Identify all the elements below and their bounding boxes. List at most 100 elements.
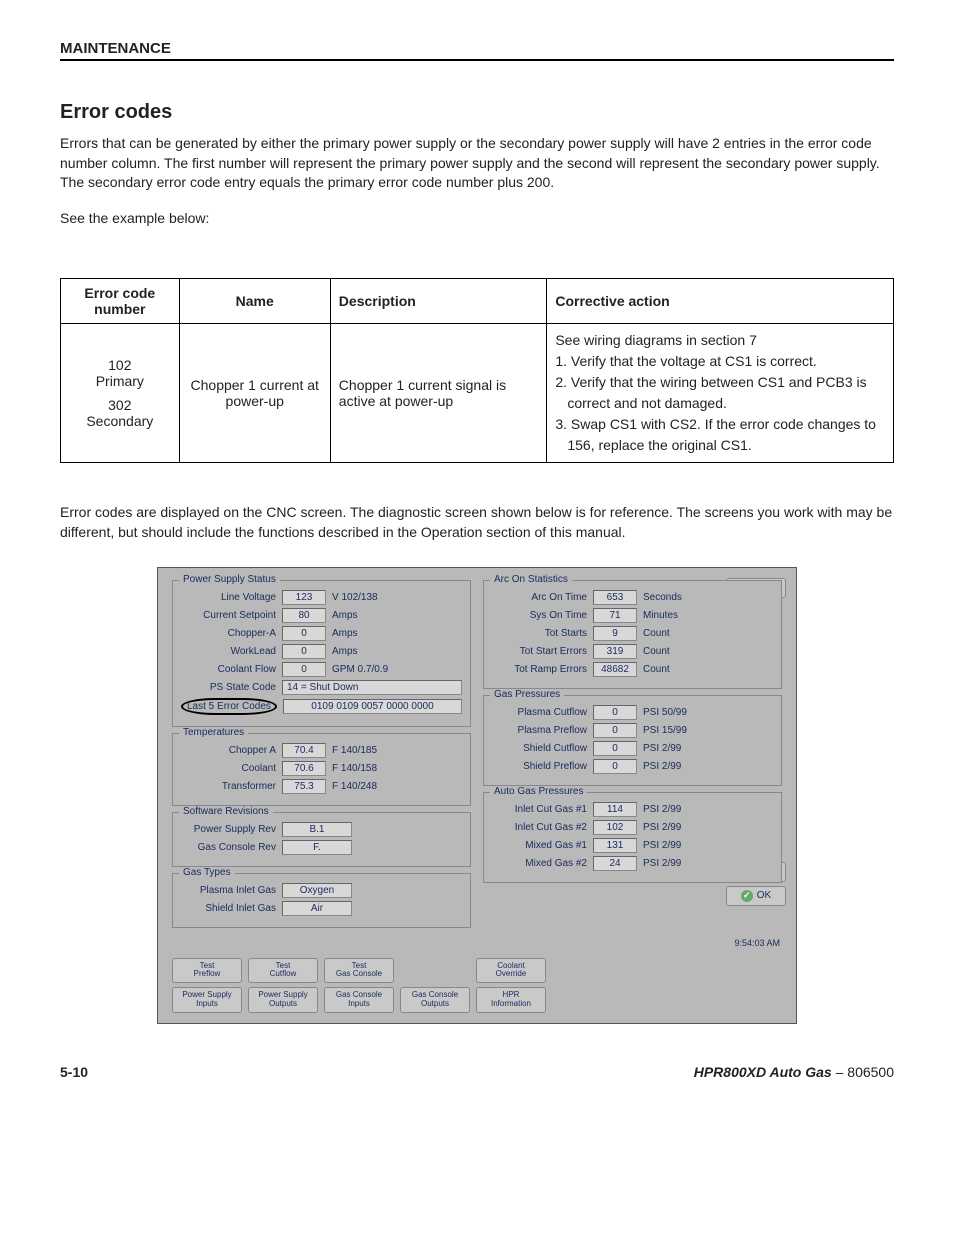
cell-corrective: See wiring diagrams in section 7 1. Veri… (547, 324, 894, 463)
field-row: Tot Start Errors319Count (492, 644, 773, 659)
field-value: 102 (593, 820, 637, 835)
field-label: Transformer (181, 781, 276, 792)
code-primary-label: Primary (69, 373, 171, 389)
bottom-button[interactable]: Power SupplyOutputs (248, 987, 318, 1013)
timestamp: 9:54:03 AM (172, 938, 780, 948)
fs-title-temps: Temperatures (179, 727, 248, 738)
bottom-button[interactable]: CoolantOverride (476, 958, 546, 984)
field-value: 24 (593, 856, 637, 871)
field-row: Arc On Time653Seconds (492, 590, 773, 605)
field-unit: GPM 0.7/0.9 (332, 664, 462, 675)
field-unit: F 140/248 (332, 781, 462, 792)
code-secondary-label: Secondary (69, 413, 171, 429)
last5-value: 0109 0109 0057 0000 0000 (283, 699, 462, 714)
bottom-button-bar: TestPreflowTestCutflowTestGas Console Coo… (172, 958, 782, 1013)
field-value: 0 (593, 723, 637, 738)
field-label: Inlet Cut Gas #1 (492, 804, 587, 815)
field-unit: V 102/138 (332, 592, 462, 603)
code-secondary: 302 (69, 397, 171, 413)
field-unit: Amps (332, 610, 462, 621)
field-label: Chopper-A (181, 628, 276, 639)
field-value: 48682 (593, 662, 637, 677)
field-label: Tot Ramp Errors (492, 664, 587, 675)
fieldset-arc: Arc On Statistics Arc On Time653SecondsS… (483, 580, 782, 689)
field-row: Shield Inlet GasAir (181, 901, 462, 916)
corrective-3: 3. Swap CS1 with CS2. If the error code … (555, 414, 885, 456)
field-unit: PSI 2/99 (643, 761, 773, 772)
bottom-button[interactable]: TestGas Console (324, 958, 394, 984)
field-unit: Minutes (643, 610, 773, 621)
field-row: Plasma Cutflow0PSI 50/99 (492, 705, 773, 720)
field-row: Gas Console RevF. (181, 840, 462, 855)
fieldset-agp: Auto Gas Pressures Inlet Cut Gas #1114PS… (483, 792, 782, 883)
field-label: Inlet Cut Gas #2 (492, 822, 587, 833)
field-unit: PSI 2/99 (643, 804, 773, 815)
fs-title-arc: Arc On Statistics (490, 574, 572, 585)
ok-button[interactable]: ✓ OK (726, 886, 786, 906)
fs-title-gastypes: Gas Types (179, 867, 235, 878)
field-value: 80 (282, 608, 326, 623)
bottom-button[interactable]: TestPreflow (172, 958, 242, 984)
field-label: Plasma Preflow (492, 725, 587, 736)
field-value: 319 (593, 644, 637, 659)
bottom-button[interactable]: TestCutflow (248, 958, 318, 984)
field-label: Plasma Cutflow (492, 707, 587, 718)
field-label: Coolant (181, 763, 276, 774)
fieldset-gasp: Gas Pressures Plasma Cutflow0PSI 50/99Pl… (483, 695, 782, 786)
field-value: 131 (593, 838, 637, 853)
field-label: Sys On Time (492, 610, 587, 621)
field-unit: F 140/185 (332, 745, 462, 756)
field-value: 114 (593, 802, 637, 817)
field-value: 0 (282, 626, 326, 641)
field-value: 71 (593, 608, 637, 623)
field-label: Mixed Gas #1 (492, 840, 587, 851)
field-label: WorkLead (181, 646, 276, 657)
field-label: Chopper A (181, 745, 276, 756)
field-row: Coolant70.6F 140/158 (181, 761, 462, 776)
cell-code: 102 Primary 302 Secondary (61, 324, 180, 463)
field-unit: PSI 2/99 (643, 840, 773, 851)
field-value: 70.6 (282, 761, 326, 776)
table-row: 102 Primary 302 Secondary Chopper 1 curr… (61, 324, 894, 463)
field-value: 0 (593, 741, 637, 756)
field-value: 0 (593, 759, 637, 774)
fs-title-ps: Power Supply Status (179, 574, 280, 585)
field-value: 0 (593, 705, 637, 720)
field-row: Chopper A70.4F 140/185 (181, 743, 462, 758)
ps-state-value: 14 = Shut Down (282, 680, 462, 695)
field-value: Oxygen (282, 883, 352, 898)
field-unit: Amps (332, 646, 462, 657)
field-label: Current Setpoint (181, 610, 276, 621)
para-cnc: Error codes are displayed on the CNC scr… (60, 503, 894, 542)
field-row: Plasma Preflow0PSI 15/99 (492, 723, 773, 738)
field-row: Line Voltage 123 V 102/138 (181, 590, 462, 605)
th-error-code: Error code number (61, 279, 180, 324)
field-row: Sys On Time 71 Minutes (492, 608, 773, 623)
check-icon: ✓ (741, 890, 753, 902)
bottom-button[interactable]: Gas ConsoleOutputs (400, 987, 470, 1013)
see-example: See the example below: (60, 209, 894, 229)
field-value: 0 (282, 644, 326, 659)
error-code-table: Error code number Name Description Corre… (60, 278, 894, 463)
field-value: 123 (282, 590, 326, 605)
field-label: Mixed Gas #2 (492, 858, 587, 869)
fs-title-revs: Software Revisions (179, 806, 273, 817)
field-row: Plasma Inlet GasOxygen (181, 883, 462, 898)
page-footer: 5-10 HPR800XD Auto Gas – 806500 (60, 1064, 894, 1080)
field-unit: Amps (332, 628, 462, 639)
field-unit: Count (643, 646, 773, 657)
field-row: Inlet Cut Gas #2102PSI 2/99 (492, 820, 773, 835)
bottom-button[interactable]: HPRInformation (476, 987, 546, 1013)
field-value: 75.3 (282, 779, 326, 794)
th-description: Description (330, 279, 547, 324)
field-unit: Count (643, 664, 773, 675)
field-value: 0 (282, 662, 326, 677)
bottom-button[interactable]: Gas ConsoleInputs (324, 987, 394, 1013)
corrective-intro: See wiring diagrams in section 7 (555, 330, 885, 351)
field-label: Line Voltage (181, 592, 276, 603)
section-header: MAINTENANCE (60, 40, 894, 61)
field-label: Power Supply Rev (181, 824, 276, 835)
field-row: Mixed Gas #224PSI 2/99 (492, 856, 773, 871)
bottom-button[interactable]: Power SupplyInputs (172, 987, 242, 1013)
field-unit: PSI 2/99 (643, 743, 773, 754)
